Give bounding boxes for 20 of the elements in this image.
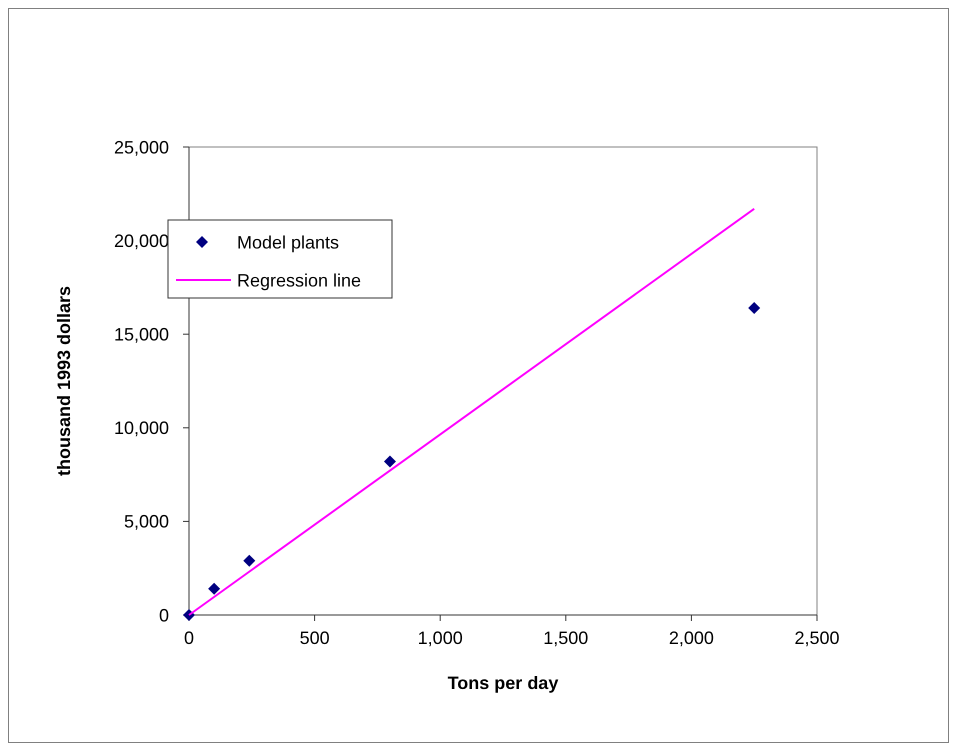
y-tick-label: 10,000: [114, 418, 169, 438]
y-tick-label: 5,000: [124, 512, 169, 532]
point: [748, 302, 760, 314]
x-axis-title: Tons per day: [448, 673, 558, 693]
y-axis-title: thousand 1993 dollars: [54, 286, 74, 476]
y-tick-label: 15,000: [114, 324, 169, 344]
point: [243, 554, 256, 567]
x-tick-label: 0: [184, 628, 194, 648]
legend-label: Model plants: [237, 232, 340, 252]
x-tick-label: 500: [300, 628, 330, 648]
y-tick-label: 25,000: [114, 137, 169, 158]
point: [208, 582, 220, 595]
x-tick-label: 2,500: [794, 628, 840, 648]
x-tick-label: 1,000: [418, 628, 463, 648]
y-tick-label: 20,000: [114, 230, 169, 251]
x-tick-label: 2,000: [668, 628, 714, 648]
x-tick-label: 1,500: [543, 628, 588, 648]
y-tick-label: 0: [158, 605, 169, 626]
point: [384, 455, 396, 468]
legend-label: Regression line: [237, 270, 362, 290]
